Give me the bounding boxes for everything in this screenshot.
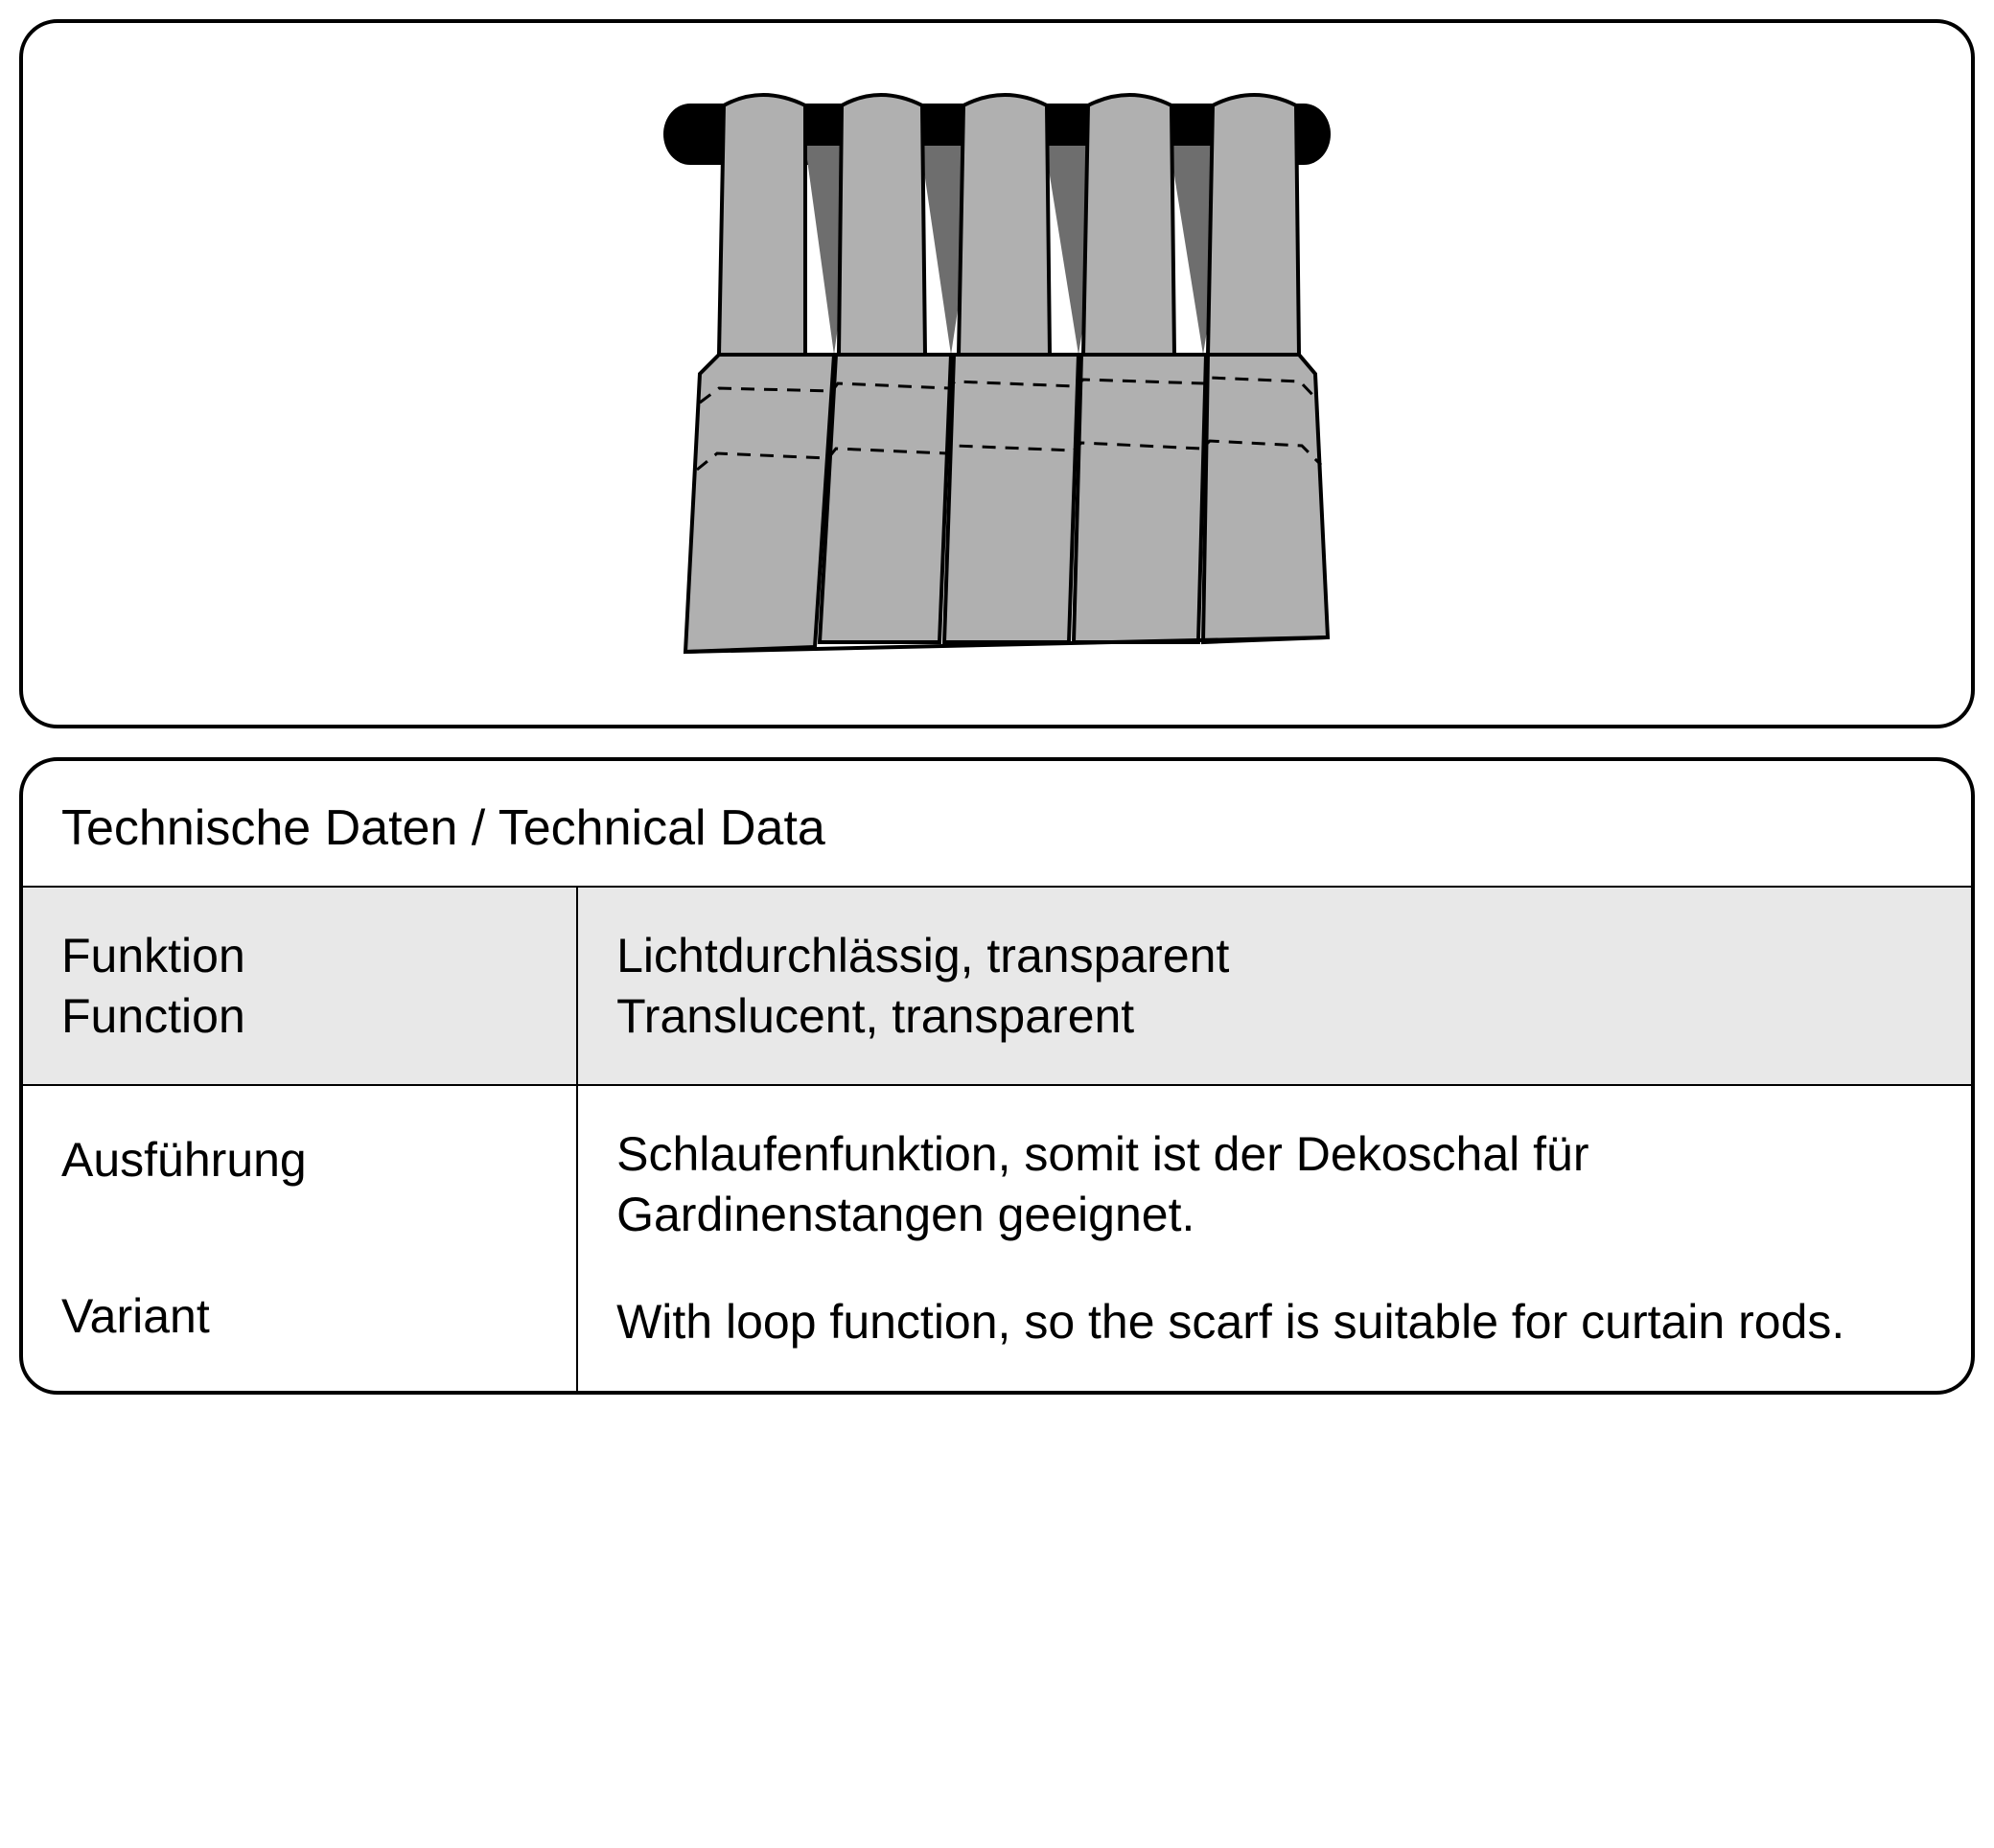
row-value: Schlaufenfunktion, somit ist der Dekosch… [578,1086,1971,1391]
label-de: Ausführung [61,1130,547,1190]
value-de: Lichtdurchlässig, transparent [616,926,1933,986]
row-label: Funktion Function [23,888,578,1084]
label-en: Function [61,986,547,1047]
section-title: Technische Daten / Technical Data [23,761,1971,886]
illustration-panel [19,19,1975,728]
curtain-tabs [719,95,1299,355]
row-label: Ausführung Variant [23,1086,578,1391]
value-en: With loop function, so the scarf is suit… [616,1292,1933,1352]
label-en: Variant [61,1286,547,1347]
value-en: Translucent, transparent [616,986,1933,1047]
curtain-pleats [685,355,1328,652]
value-de: Schlaufenfunktion, somit ist der Dekosch… [616,1124,1933,1244]
label-de: Funktion [61,926,547,986]
curtain-illustration [556,67,1438,681]
row-value: Lichtdurchlässig, transparent Translucen… [578,888,1971,1084]
table-row: Funktion Function Lichtdurchlässig, tran… [23,886,1971,1084]
table-row: Ausführung Variant Schlaufenfunktion, so… [23,1084,1971,1391]
technical-data-panel: Technische Daten / Technical Data Funkti… [19,757,1975,1395]
